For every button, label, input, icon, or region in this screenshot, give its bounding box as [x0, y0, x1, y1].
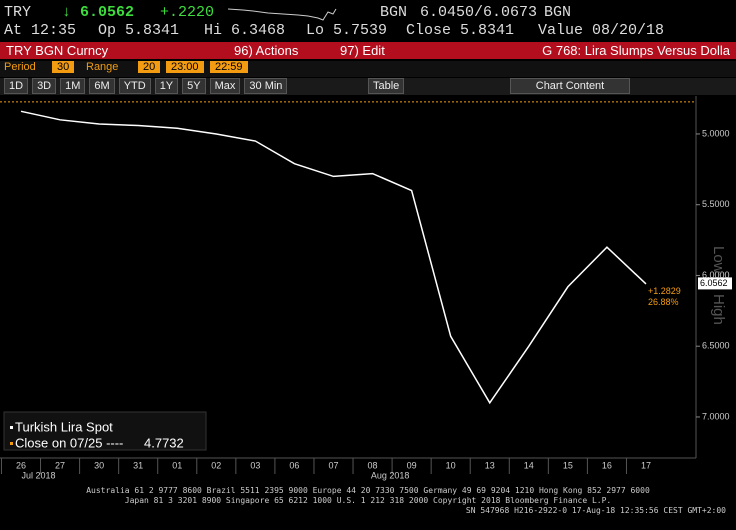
last-price-label: 6.0562 — [700, 278, 728, 288]
footer-line: SN 547968 H216-2922-0 17-Aug-18 12:35:56… — [465, 506, 726, 515]
range-button[interactable]: 1M — [60, 78, 86, 94]
range-button[interactable]: 5Y — [182, 78, 206, 94]
toolbar: 1D 3D 1M 6M YTD 1Y 5Y Max 30 Min Table Chart Con… — [0, 78, 736, 95]
ticker: TRY — [4, 4, 32, 21]
range-button[interactable]: 30 Min — [244, 78, 288, 94]
bid-ask: 6.0450/6.0673 — [420, 4, 538, 21]
table[interactable]: Table — [368, 78, 405, 94]
footer-line: Japan 81 3 3201 8900 Singapore 65 6212 1… — [124, 496, 612, 505]
axis-high: High — [710, 294, 727, 325]
stats-row: At 12:35 Op 5.8341 Hi 6.3468 Lo 5.7539 C… — [0, 22, 736, 40]
edit[interactable]: 97) Edit — [334, 42, 432, 59]
value: Value 08/20/18 — [538, 22, 665, 39]
last: ↓ 6.0562 — [62, 4, 135, 21]
x-tick-label: 06 — [289, 460, 299, 470]
x-tick-label: 16 — [602, 460, 612, 470]
legend-swatch — [10, 426, 13, 429]
range-button[interactable]: 3D — [32, 78, 57, 94]
period-row: Period 30 Range 20 23:00 22:59 — [0, 61, 736, 77]
x-tick-label: 31 — [133, 460, 143, 470]
x-tick-label: 15 — [563, 460, 573, 470]
high: Hi 6.3468 — [204, 22, 286, 39]
x-tick-label: 10 — [446, 460, 456, 470]
close: Close 5.8341 — [406, 22, 515, 39]
x-tick-label: 30 — [94, 460, 104, 470]
range[interactable]: 20 — [138, 61, 161, 73]
quote-row: TRY ↓ 6.0562 +.2220 BGN 6.0450/6.0673 BG… — [0, 4, 736, 22]
actions[interactable]: 96) Actions — [228, 42, 336, 59]
y-tick-label: 5.0000 — [702, 128, 730, 138]
legend-swatch — [10, 442, 13, 445]
bid-source: BGN — [380, 4, 408, 21]
range-button[interactable]: Max — [209, 78, 241, 94]
x-tick-label: 27 — [55, 460, 65, 470]
axis-low: Low — [710, 246, 727, 274]
x-tick-label: 09 — [407, 460, 417, 470]
low: Lo 5.7539 — [306, 22, 388, 39]
period-label: Period — [4, 61, 36, 73]
period[interactable]: 30 — [52, 61, 75, 73]
x-tick-label: 13 — [485, 460, 495, 470]
x-tick-label: 07 — [328, 460, 338, 470]
x-tick-label: 01 — [172, 460, 182, 470]
legend-entry: Close on 07/25 ---- — [15, 435, 123, 450]
range-button[interactable]: 6M — [89, 78, 115, 94]
change: +.2220 — [160, 4, 215, 21]
range-buttons: 1D 3D 1M 6M YTD 1Y 5Y Max 30 Min — [4, 78, 288, 94]
ask-source: BGN — [544, 4, 572, 21]
range-button[interactable]: 1D — [4, 78, 29, 94]
x-tick-label: 03 — [250, 460, 260, 470]
y-tick-label: 6.5000 — [702, 341, 730, 351]
month-label: Aug 2018 — [371, 470, 410, 480]
y-tick-label: 6.0000 — [702, 270, 730, 280]
month-label: Jul 2018 — [22, 470, 56, 480]
x-tick-label: 26 — [16, 460, 26, 470]
x-tick-label: 08 — [368, 460, 378, 470]
range-button[interactable]: 1Y — [154, 78, 179, 94]
chart: 5.0000 5.5000 6.0000 6.5000 7.0000 26 27 30 31 01… — [0, 96, 736, 482]
price-line — [20, 110, 647, 405]
legend-box — [3, 411, 207, 451]
x-tick-label: 17 — [641, 460, 651, 470]
page-title: G 768: Lira Slumps Versus Dolla — [430, 42, 736, 59]
end[interactable]: 22:59 — [210, 61, 248, 73]
x-tick-label: 02 — [211, 460, 221, 470]
legend-entry: Turkish Lira Spot — [15, 419, 113, 434]
chart-content[interactable]: Chart Content — [510, 78, 630, 94]
range-button[interactable]: YTD — [118, 78, 151, 94]
footer-line: Australia 61 2 9777 8600 Brazil 5511 239… — [86, 486, 650, 495]
security: TRY BGN Curncy — [0, 42, 230, 59]
last-price-box — [698, 277, 732, 290]
x-tick-label: 14 — [524, 460, 534, 470]
sparkline — [228, 8, 337, 21]
at: At 12:35 — [4, 22, 77, 39]
change-pct: 26.88% — [648, 297, 679, 307]
footer: Australia 61 2 9777 8600 Brazil 5511 239… — [0, 486, 736, 516]
range-label: Range — [86, 61, 119, 73]
y-tick-label: 7.0000 — [702, 411, 730, 421]
change-label: +1.2829 — [648, 286, 681, 296]
y-tick-label: 5.5000 — [702, 199, 730, 209]
legend-value: 4.7732 — [144, 435, 184, 450]
title-row: TRY BGN Curncy 96) Actions 97) Edit G 76… — [0, 42, 736, 60]
start[interactable]: 23:00 — [166, 61, 204, 73]
open: Op 5.8341 — [98, 22, 180, 39]
